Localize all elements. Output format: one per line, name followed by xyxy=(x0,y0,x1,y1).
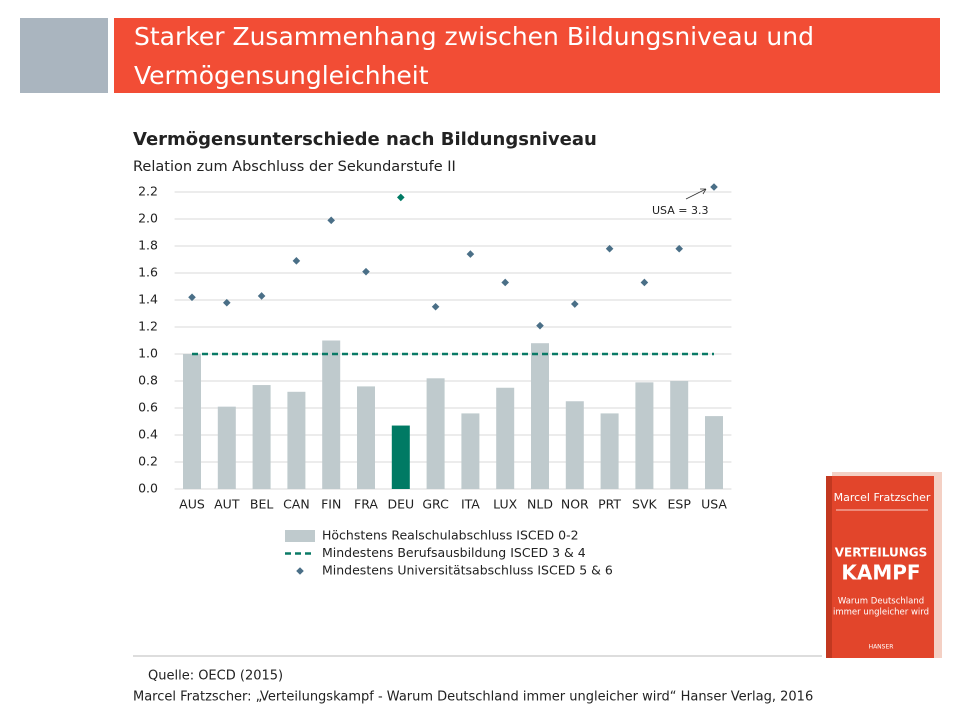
legend-label: Höchstens Realschulabschluss ISCED 0-2 xyxy=(322,528,579,543)
annotation-arrow xyxy=(685,188,707,200)
citation: Marcel Fratzscher: „Verteilungskampf - W… xyxy=(133,690,813,705)
x-tick-label: ESP xyxy=(668,497,692,512)
point xyxy=(362,267,370,276)
y-tick-label: 0.6 xyxy=(138,400,158,415)
y-tick-label: 1.2 xyxy=(138,319,158,334)
x-tick-label: NOR xyxy=(561,497,589,512)
x-tick-label: FIN xyxy=(321,497,341,512)
x-tick-label: AUT xyxy=(214,497,240,512)
bar xyxy=(252,385,271,489)
chart-title: Vermögensunterschiede nach Bildungsnivea… xyxy=(133,129,597,150)
header-title: Vermögensungleichheit xyxy=(134,61,429,90)
x-tick-label: DEU xyxy=(387,497,414,512)
x-tick-label: PRT xyxy=(598,497,621,512)
bar xyxy=(600,413,619,489)
book-title: VERTEILUNGS xyxy=(835,546,928,560)
point xyxy=(501,278,509,287)
point xyxy=(536,321,544,330)
bar xyxy=(391,425,410,489)
y-tick-label: 2.2 xyxy=(138,184,158,199)
x-tick-label: FRA xyxy=(354,497,378,512)
book-author: Marcel Fratzscher xyxy=(834,491,931,504)
x-tick-label: NLD xyxy=(527,497,553,512)
bar xyxy=(635,382,654,489)
point xyxy=(640,278,649,287)
book-cover xyxy=(826,476,934,658)
x-tick-label: ITA xyxy=(461,497,480,512)
y-tick-label: 0.0 xyxy=(138,481,158,496)
point xyxy=(327,216,335,225)
book: Marcel Fratzscher VERTEILUNGS KAMPF Waru… xyxy=(826,472,942,658)
point xyxy=(292,257,301,265)
bar xyxy=(461,413,480,489)
y-tick-label: 0.8 xyxy=(138,373,158,388)
point xyxy=(571,300,579,308)
point xyxy=(257,292,266,300)
point xyxy=(675,244,683,253)
y-tick-label: 0.4 xyxy=(138,427,158,442)
legend-swatch xyxy=(296,567,304,575)
chart-subtitle: Relation zum Abschluss der Sekundarstufe… xyxy=(133,159,456,175)
y-tick-label: 1.8 xyxy=(138,238,158,253)
x-tick-label: USA xyxy=(701,497,727,512)
bar xyxy=(217,406,236,489)
x-tick-label: CAN xyxy=(283,497,310,512)
bar xyxy=(565,401,584,489)
x-tick-label: GRC xyxy=(422,497,449,512)
header-box xyxy=(20,18,108,93)
book-publisher: HANSER xyxy=(869,644,894,651)
point xyxy=(466,250,475,258)
bar xyxy=(531,343,549,489)
book-subtitle: Warum Deutschland xyxy=(838,597,924,607)
header-title: Starker Zusammenhang zwischen Bildungsni… xyxy=(134,22,814,51)
bar xyxy=(183,354,201,489)
x-tick-label: SVK xyxy=(632,497,657,512)
bar xyxy=(287,391,306,489)
bar xyxy=(426,378,445,489)
x-tick-label: BEL xyxy=(250,497,273,512)
y-tick-label: 1.4 xyxy=(138,292,158,307)
point xyxy=(431,302,440,311)
legend-swatch xyxy=(285,530,315,542)
y-tick-label: 2.0 xyxy=(138,211,158,226)
x-tick-label: AUS xyxy=(179,497,205,512)
point xyxy=(710,183,718,191)
bar xyxy=(496,387,515,489)
legend-label: Mindestens Berufsausbildung ISCED 3 & 4 xyxy=(322,545,586,560)
header-bar xyxy=(114,18,940,93)
value-label: USA = 3.3 xyxy=(652,204,708,217)
bar xyxy=(322,340,341,489)
book-subtitle: immer ungleicher wird xyxy=(833,608,929,618)
point xyxy=(397,193,405,202)
legend-label: Mindestens Universitätsabschluss ISCED 5… xyxy=(322,563,613,578)
point xyxy=(188,293,196,302)
bar xyxy=(357,386,375,489)
y-tick-label: 0.2 xyxy=(138,454,158,469)
bar xyxy=(705,416,723,489)
source: Quelle: OECD (2015) xyxy=(148,669,283,684)
point xyxy=(605,244,614,253)
bar xyxy=(670,381,689,489)
point xyxy=(223,298,231,307)
y-tick-label: 1.0 xyxy=(138,346,158,361)
plot: 0.0 0.2 0.4 0.6 0.8 1.0 1.2 1.4 1.6 1.8 2.0 2.2 AUS A… xyxy=(138,183,732,578)
book-spine xyxy=(826,476,832,658)
y-tick-label: 1.6 xyxy=(138,265,158,280)
book-title: KAMPF xyxy=(841,561,920,585)
x-tick-label: LUX xyxy=(493,497,517,512)
